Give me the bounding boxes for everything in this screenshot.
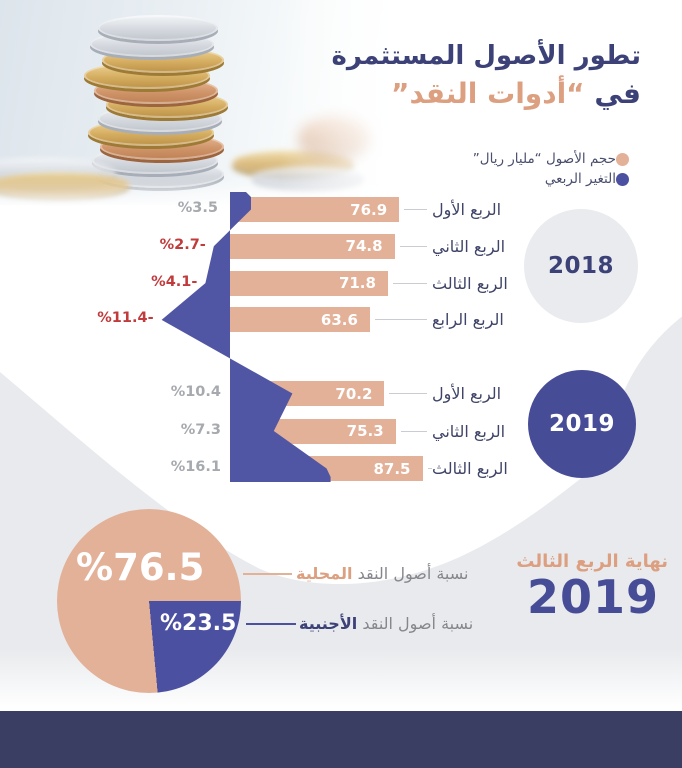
period-stamp-year: 2019 xyxy=(526,570,660,624)
pie-label-highlight: المحلية xyxy=(296,564,353,583)
pct-change-label: %7.3 xyxy=(180,421,221,438)
bar-value: 87.5 xyxy=(373,459,411,478)
bar-value: 75.3 xyxy=(346,422,384,440)
connector-line xyxy=(399,245,427,247)
bar-2018-q2: 74.8 xyxy=(230,233,395,259)
coin xyxy=(98,105,222,132)
coins-photo xyxy=(0,0,412,205)
bar-2019-q3: 87.5 xyxy=(230,456,423,481)
year-badge-2019: 2019 xyxy=(528,370,636,478)
title-line2-prefix: في xyxy=(594,77,641,110)
legend-label: التغير الربعي xyxy=(544,171,616,187)
connector-line xyxy=(404,209,427,210)
bar-value: 71.8 xyxy=(338,274,376,293)
connector-line xyxy=(374,319,427,321)
coin xyxy=(88,119,214,146)
title-line2-highlight: “أدوات النقد” xyxy=(391,77,585,110)
bar-2018-q4: 63.6 xyxy=(230,307,370,333)
bar-2018-q1: 76.9 xyxy=(230,197,400,222)
coin xyxy=(102,47,224,73)
quarter-label: الربع الأول xyxy=(432,384,502,403)
connector-line xyxy=(392,282,427,284)
pie-connector-foreign xyxy=(246,623,296,625)
quarter-label: الربع الأول xyxy=(432,200,502,219)
coin xyxy=(298,116,372,158)
coin xyxy=(84,62,210,89)
footer-bar: ALEQTISADIAH الاقتصادية WWW.ALEQT.COM xyxy=(0,711,682,768)
chart-legend: حجم الأصول “مليار ريال” التغير الربعي xyxy=(473,149,637,189)
pie-label-prefix: نسبة أصول النقد xyxy=(357,564,469,583)
year-badge-2018: 2018 xyxy=(524,209,638,323)
pct-change-label: %2.7- xyxy=(159,236,206,253)
pct-change-label: %11.4- xyxy=(97,310,154,327)
legend-item-change: التغير الربعي xyxy=(473,169,637,189)
bar-value: 63.6 xyxy=(320,310,358,329)
coin xyxy=(90,31,214,57)
pct-change-label: %4.1- xyxy=(151,273,198,290)
connector-line xyxy=(389,393,427,394)
coin xyxy=(232,150,354,176)
legend-item-assets: حجم الأصول “مليار ريال” xyxy=(473,149,637,169)
coin xyxy=(92,147,218,174)
page-title: تطور الأصول المستثمرة في “أدوات النقد” xyxy=(332,38,641,114)
pie-label-highlight: الأجنبية xyxy=(299,614,358,633)
title-line2: في “أدوات النقد” xyxy=(332,74,641,114)
pie-label-foreign: نسبة أصول النقد الأجنبية xyxy=(299,614,473,633)
connector-line xyxy=(400,430,427,432)
pie-label-prefix: نسبة أصول النقد xyxy=(362,614,474,633)
connector-line xyxy=(427,468,432,469)
coin xyxy=(96,160,224,188)
period-stamp-text: نهاية الربع الثالث xyxy=(516,551,668,572)
coin xyxy=(0,172,130,198)
pct-change-label: %3.5 xyxy=(177,200,218,216)
pie-value-foreign: %23.5 xyxy=(160,611,237,636)
title-line1: تطور الأصول المستثمرة xyxy=(331,41,641,71)
coin xyxy=(252,166,364,188)
quarter-label: الربع الرابع xyxy=(432,310,504,330)
coin xyxy=(98,15,218,41)
pie-value-domestic: %76.5 xyxy=(76,546,205,589)
pie-connector-domestic xyxy=(243,573,292,575)
quarter-label: الربع الثاني xyxy=(432,421,506,441)
period-stamp: نهاية الربع الثالث 2019 xyxy=(516,551,668,624)
coin xyxy=(106,91,228,118)
quarter-label: الربع الثالث xyxy=(432,273,508,293)
bar-2018-q3: 71.8 xyxy=(230,270,388,296)
legend-label: حجم الأصول “مليار ريال” xyxy=(472,151,616,167)
pct-change-label: %10.4 xyxy=(170,384,221,400)
coin xyxy=(94,77,218,104)
bar-2019-q2: 75.3 xyxy=(230,418,396,444)
bar-2019-q1: 70.2 xyxy=(230,381,385,406)
pie-chart xyxy=(57,509,241,693)
coin xyxy=(0,158,116,188)
quarter-label: الربع الثاني xyxy=(432,236,506,256)
bar-value: 74.8 xyxy=(345,237,383,256)
legend-dot-salmon xyxy=(616,152,629,166)
pct-change-label: %16.1 xyxy=(170,459,221,475)
legend-dot-navy xyxy=(616,172,629,186)
pie-label-domestic: نسبة أصول النقد المحلية xyxy=(296,564,468,583)
bar-value: 76.9 xyxy=(350,200,388,219)
quarter-label: الربع الثالث xyxy=(432,459,508,478)
bar-value: 70.2 xyxy=(335,384,373,403)
coin xyxy=(100,133,224,160)
